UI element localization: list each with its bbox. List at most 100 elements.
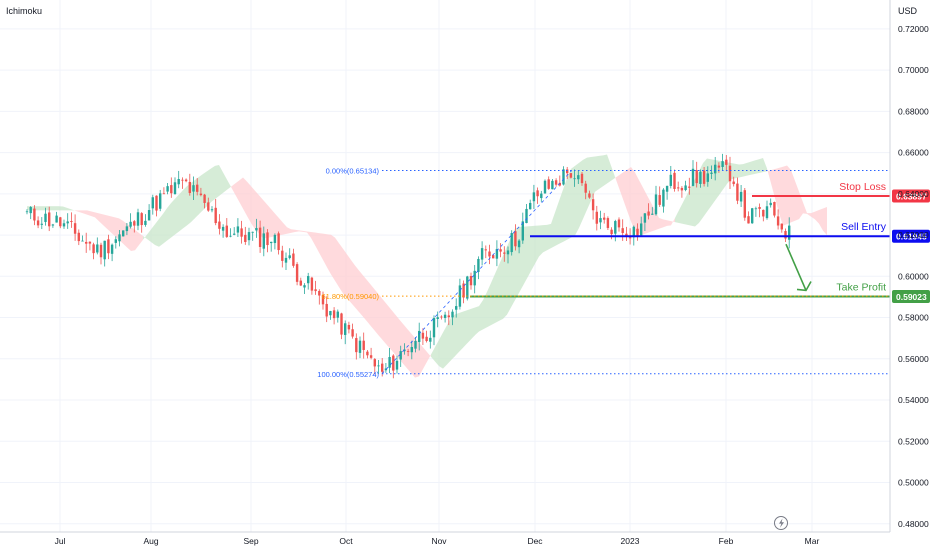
candle bbox=[506, 246, 510, 264]
candle bbox=[73, 214, 77, 241]
candle bbox=[55, 211, 58, 223]
candle-body bbox=[140, 213, 143, 226]
candle-body bbox=[543, 180, 547, 194]
candle-body bbox=[414, 340, 417, 349]
cloud-segment bbox=[287, 227, 291, 234]
candle-body bbox=[410, 347, 413, 353]
candle bbox=[747, 211, 750, 224]
cloud-segment bbox=[331, 234, 335, 281]
candle-body bbox=[62, 223, 66, 227]
cloud-segment bbox=[747, 161, 751, 176]
candle-body bbox=[651, 213, 654, 215]
candle-body bbox=[29, 207, 32, 214]
candle-body bbox=[506, 250, 510, 255]
candle bbox=[466, 275, 469, 301]
candle-body bbox=[384, 368, 388, 371]
candle-body bbox=[436, 317, 439, 320]
candle-body bbox=[599, 218, 602, 223]
cloud-segment bbox=[275, 213, 279, 237]
candle bbox=[580, 172, 584, 186]
candle bbox=[728, 156, 732, 190]
x-tick-label: Dec bbox=[527, 536, 543, 546]
cloud-segment bbox=[211, 165, 215, 203]
candle bbox=[569, 173, 573, 179]
candle-body bbox=[566, 169, 569, 174]
x-tick-label: 2023 bbox=[621, 536, 640, 546]
candle bbox=[758, 203, 761, 218]
candle bbox=[40, 217, 43, 230]
candle bbox=[543, 179, 547, 194]
candle-body bbox=[406, 350, 410, 352]
y-tick-label: 0.50000 bbox=[898, 478, 929, 488]
cloud-segment bbox=[155, 219, 159, 247]
cloud-segment bbox=[343, 248, 347, 299]
candle-body bbox=[125, 226, 129, 232]
candle-body bbox=[443, 314, 447, 318]
cloud-segment bbox=[483, 291, 487, 330]
cloud-segment bbox=[75, 210, 79, 212]
cloud-segment bbox=[499, 255, 503, 321]
cloud-segment bbox=[311, 232, 315, 246]
cloud-segment bbox=[103, 214, 107, 229]
y-tick-label: 0.58000 bbox=[898, 313, 929, 323]
cloud-segment bbox=[171, 198, 175, 238]
candle bbox=[695, 161, 698, 188]
candle-body bbox=[59, 217, 62, 227]
lightning-icon bbox=[774, 516, 788, 530]
candle bbox=[266, 229, 269, 253]
y-tick-label: 0.60000 bbox=[898, 271, 929, 281]
candle bbox=[299, 277, 302, 287]
candle bbox=[96, 237, 99, 255]
cloud-segment bbox=[351, 259, 355, 308]
candle bbox=[288, 248, 291, 260]
candle-body bbox=[699, 171, 702, 184]
candle bbox=[281, 245, 284, 268]
candle-body bbox=[351, 329, 354, 337]
candle bbox=[314, 280, 317, 295]
candle-body bbox=[721, 161, 724, 167]
cloud-segment bbox=[807, 213, 811, 217]
y-tick-label: 0.52000 bbox=[898, 436, 929, 446]
candle-body bbox=[739, 191, 743, 202]
candle-body bbox=[33, 208, 36, 221]
cloud-segment bbox=[819, 208, 823, 231]
candle bbox=[192, 176, 195, 200]
candle-body bbox=[466, 276, 469, 299]
cloud-segment bbox=[55, 206, 59, 211]
candle bbox=[599, 210, 602, 230]
cloud-segment bbox=[427, 352, 431, 362]
candle bbox=[29, 206, 32, 220]
candle-body bbox=[92, 244, 95, 254]
y-tick-label: 0.66000 bbox=[898, 148, 929, 158]
fib-level-label: 61.80%(0.59040) bbox=[321, 292, 379, 301]
candle-body bbox=[788, 225, 791, 240]
candle bbox=[77, 229, 80, 246]
candle-body bbox=[295, 264, 299, 282]
candle-body bbox=[728, 165, 732, 182]
candle bbox=[547, 176, 550, 190]
cloud-segment bbox=[59, 206, 63, 211]
candle-body bbox=[551, 180, 554, 190]
candle-body bbox=[114, 239, 117, 243]
candle-body bbox=[614, 221, 617, 234]
candle-body bbox=[36, 220, 40, 226]
cloud-segment bbox=[803, 202, 807, 214]
candle-body bbox=[517, 240, 521, 248]
candle bbox=[59, 216, 62, 229]
candle-body bbox=[462, 283, 465, 298]
candle-body bbox=[562, 169, 565, 185]
cloud-segment bbox=[651, 202, 655, 232]
cloud-segment bbox=[683, 194, 687, 225]
candle bbox=[717, 162, 721, 173]
cloud-segment bbox=[543, 224, 547, 253]
cloud-segment bbox=[763, 157, 767, 173]
candle-body bbox=[381, 363, 384, 372]
candle-body bbox=[514, 231, 517, 247]
candle bbox=[684, 180, 687, 192]
candle-body bbox=[236, 226, 240, 233]
candle-body bbox=[181, 179, 184, 181]
cloud-segment bbox=[611, 165, 615, 181]
candle-body bbox=[270, 241, 273, 244]
